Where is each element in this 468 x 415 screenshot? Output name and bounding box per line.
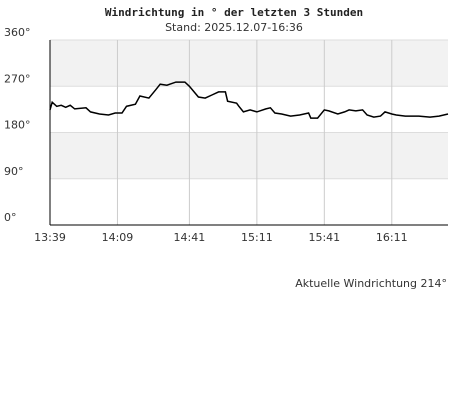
y-tick-label: 0° <box>4 211 17 224</box>
y-tick-label: 270° <box>4 72 31 85</box>
x-tick-label: 15:11 <box>241 231 273 244</box>
x-tick-label: 16:11 <box>376 231 408 244</box>
band <box>50 132 448 179</box>
y-tick-label: 90° <box>4 165 24 178</box>
y-tick-label: 180° <box>4 119 31 132</box>
band <box>50 40 448 87</box>
x-tick-label: 15:41 <box>308 231 340 244</box>
data-line <box>49 81 449 119</box>
y-tick-label: 360° <box>4 26 31 39</box>
chart-title: Windrichtung in ° der letzten 3 Stunden <box>105 6 363 19</box>
x-tick-label: 14:09 <box>102 231 134 244</box>
x-tick-label: 13:39 <box>34 231 66 244</box>
annotation: Aktuelle Windrichtung 214° <box>295 277 447 290</box>
chart-subtitle: Stand: 2025.12.07-16:36 <box>165 21 303 34</box>
x-tick-label: 14:41 <box>174 231 206 244</box>
